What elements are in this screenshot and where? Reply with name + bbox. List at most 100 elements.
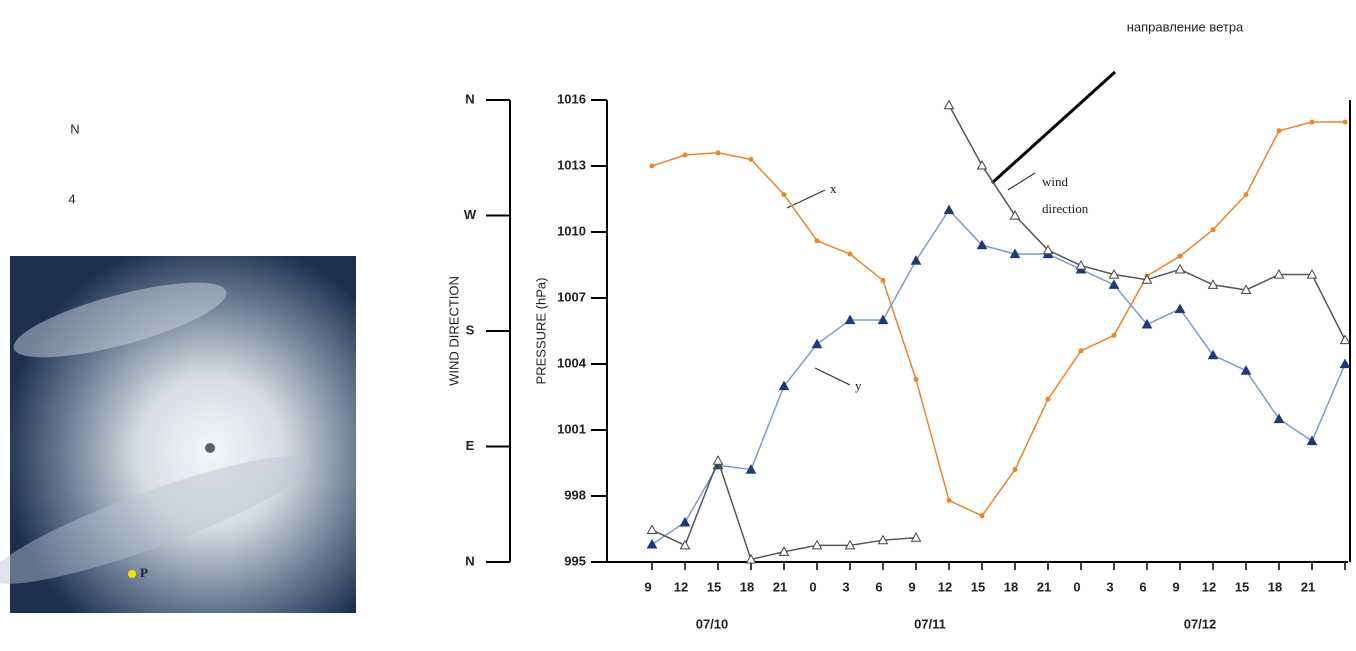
point — [1210, 227, 1216, 233]
x-tick-label: 18 — [740, 579, 754, 594]
point — [976, 239, 988, 250]
y2-tick-label: W — [464, 207, 477, 222]
x-tick-label: 21 — [1037, 579, 1051, 594]
annotation: y — [855, 378, 862, 393]
point — [811, 338, 823, 349]
x-tick-label: 15 — [971, 579, 985, 594]
satellite-image — [0, 256, 356, 613]
x-tick-label: 0 — [809, 579, 816, 594]
point — [910, 532, 922, 542]
point — [1009, 248, 1021, 259]
y-tick-label: 995 — [564, 553, 586, 568]
y2-axis-title: WIND DIRECTION — [446, 276, 461, 386]
point — [1243, 192, 1249, 198]
point — [1339, 334, 1351, 345]
point — [1342, 119, 1348, 125]
y-tick-label: 1016 — [557, 91, 586, 106]
x-tick-label: 21 — [773, 579, 787, 594]
caption: направление ветра — [1127, 19, 1244, 34]
point — [748, 156, 754, 162]
x-tick-label: 12 — [674, 579, 688, 594]
y-tick-label: 1001 — [557, 421, 586, 436]
point — [943, 99, 955, 110]
point — [715, 150, 721, 156]
point — [712, 455, 724, 465]
point — [1240, 365, 1252, 375]
point — [646, 524, 658, 535]
point — [1309, 119, 1315, 125]
point — [1108, 279, 1120, 289]
point — [979, 513, 985, 519]
x-tick-label: 21 — [1301, 579, 1315, 594]
point — [1012, 467, 1018, 473]
series-line — [651, 208, 1346, 546]
series-line — [651, 121, 1345, 517]
point — [1141, 318, 1153, 329]
point — [1174, 303, 1186, 314]
point-label: P — [140, 565, 148, 580]
x-tick-label: 12 — [938, 579, 952, 594]
y2-tick-label: N — [465, 91, 474, 106]
point — [844, 314, 856, 325]
point — [1141, 274, 1153, 284]
x-tick-label: 15 — [1235, 579, 1249, 594]
point — [1108, 269, 1120, 279]
point — [649, 163, 655, 169]
x-tick-label: 18 — [1268, 579, 1282, 594]
y-tick-label: 1010 — [557, 223, 586, 238]
figure-number: 4 — [68, 191, 75, 206]
annotation: direction — [1042, 201, 1089, 216]
point — [679, 516, 691, 527]
y-axis-title: PRESSURE (hPa) — [533, 278, 548, 385]
y2-tick-label: S — [466, 322, 475, 337]
point — [1273, 413, 1285, 424]
x-tick-label: 3 — [1106, 579, 1113, 594]
point — [1339, 358, 1351, 369]
annotation-arrows — [786, 172, 1036, 386]
x-tick-label: 6 — [1139, 579, 1146, 594]
date-label: 07/11 — [914, 616, 946, 631]
point — [1207, 349, 1219, 360]
x-tick-label: 9 — [644, 579, 651, 594]
x-tick-label: 15 — [707, 579, 721, 594]
point — [943, 204, 955, 215]
y2-tick-label: N — [465, 553, 474, 568]
x-tick-label: 6 — [875, 579, 882, 594]
point — [745, 464, 757, 474]
x-tick-label: 0 — [1073, 579, 1080, 594]
x-tick-label: 3 — [842, 579, 849, 594]
point — [1075, 260, 1087, 270]
point — [910, 255, 922, 265]
point — [946, 497, 952, 503]
point — [1306, 269, 1318, 279]
point — [745, 553, 757, 564]
caption-pointer — [990, 70, 1117, 185]
point — [844, 539, 856, 550]
point — [913, 376, 919, 382]
series-line — [948, 104, 1346, 341]
point — [880, 277, 886, 283]
point — [1207, 279, 1219, 289]
point — [1306, 435, 1318, 446]
x-tick-label: 9 — [908, 579, 915, 594]
point — [811, 539, 823, 550]
point — [781, 192, 787, 198]
date-label: 07/10 — [696, 616, 729, 631]
point — [778, 380, 790, 391]
point — [1273, 269, 1285, 279]
y-tick-label: 1004 — [557, 355, 587, 370]
point — [877, 534, 889, 545]
point — [1111, 332, 1117, 338]
point — [1042, 244, 1054, 255]
point — [1009, 209, 1021, 220]
point — [877, 314, 889, 325]
y2-tick-label: E — [466, 438, 475, 453]
point — [976, 159, 988, 170]
point — [646, 538, 658, 549]
y-tick-label: 1007 — [557, 289, 586, 304]
point — [679, 539, 691, 550]
x-tick-label: 18 — [1004, 579, 1018, 594]
x-tick-label: 12 — [1202, 579, 1216, 594]
annotation: wind — [1042, 174, 1069, 189]
